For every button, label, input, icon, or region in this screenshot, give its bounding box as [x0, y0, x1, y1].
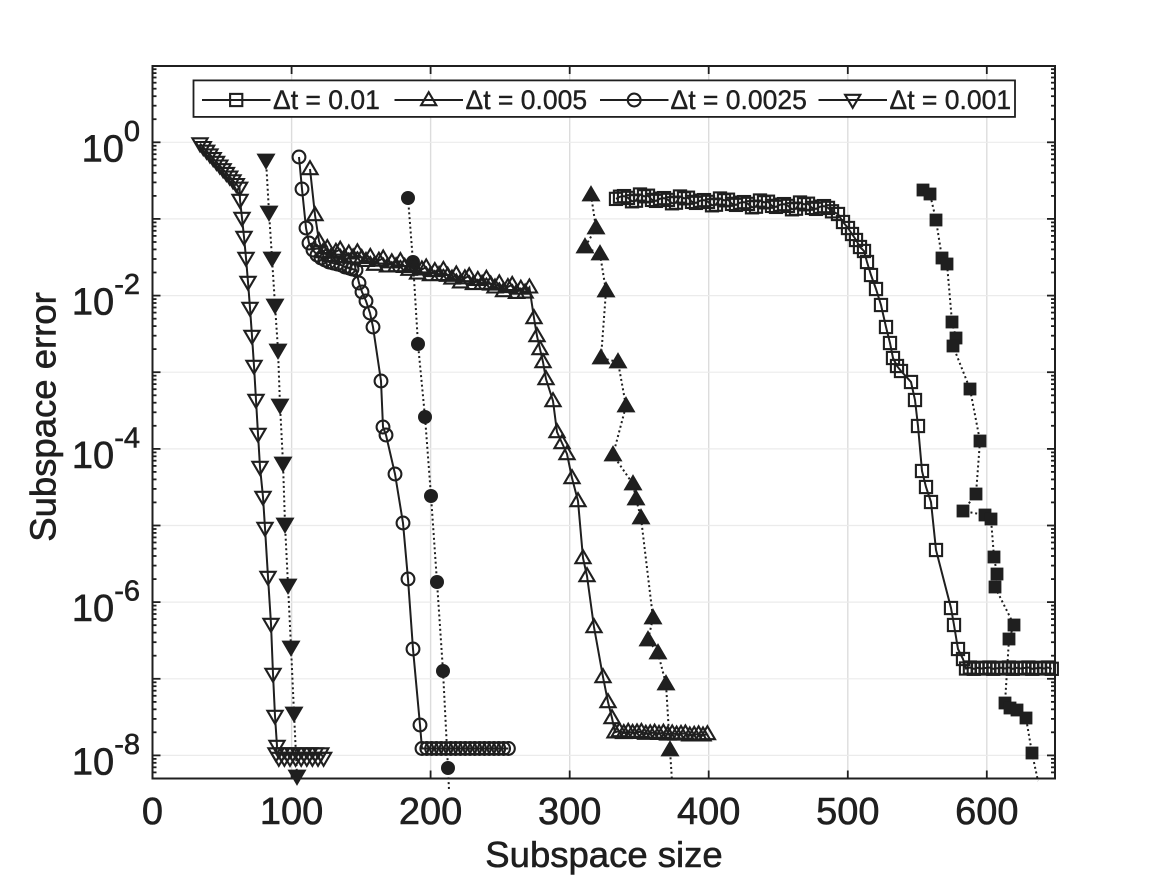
- svg-text:600: 600: [955, 791, 1018, 833]
- svg-text:400: 400: [677, 791, 740, 833]
- svg-text:Δt = 0.0025: Δt = 0.0025: [671, 85, 807, 115]
- svg-text:Subspace error: Subspace error: [23, 292, 64, 542]
- svg-text:Δt = 0.01: Δt = 0.01: [273, 85, 380, 115]
- svg-text:Δt = 0.001: Δt = 0.001: [890, 85, 1012, 115]
- svg-text:100: 100: [260, 791, 323, 833]
- svg-text:300: 300: [538, 791, 601, 833]
- svg-text:Δt = 0.005: Δt = 0.005: [466, 85, 588, 115]
- svg-text:200: 200: [399, 791, 462, 833]
- svg-text:0: 0: [142, 791, 163, 833]
- svg-text:500: 500: [816, 791, 879, 833]
- svg-text:Subspace size: Subspace size: [485, 834, 722, 875]
